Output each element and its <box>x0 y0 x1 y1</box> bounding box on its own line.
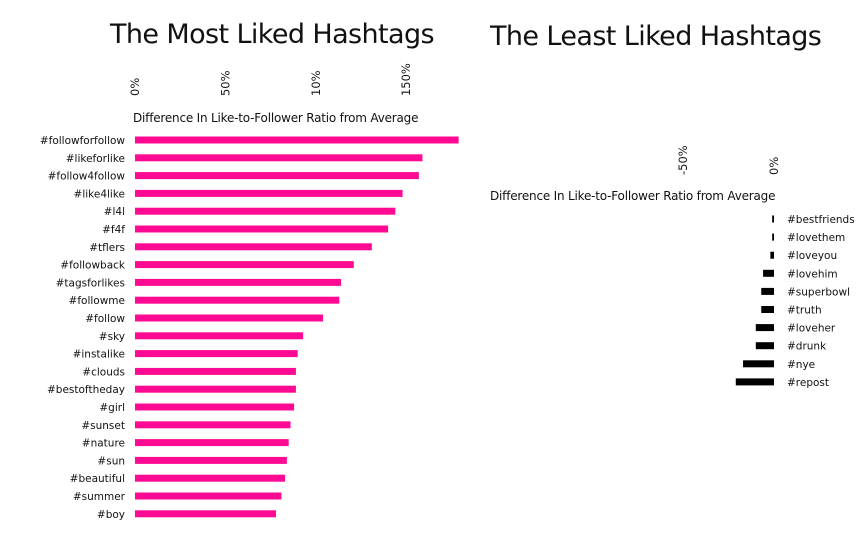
least-liked-bar <box>761 306 774 313</box>
most-liked-category-label: #girl <box>99 402 125 414</box>
least-liked-tick-label: 0% <box>767 157 781 175</box>
most-liked-bar <box>135 421 291 429</box>
most-liked-bar <box>135 367 296 375</box>
most-liked-category-label: #boy <box>97 509 125 521</box>
most-liked-category-label: #tflers <box>89 242 125 254</box>
least-liked-bar <box>755 342 774 350</box>
least-liked-category-labels: #bestfriends #lovethem #loveyou #lovehim #su… <box>787 214 855 389</box>
most-liked-category-label: #summer <box>73 491 126 503</box>
most-liked-bar <box>135 385 296 393</box>
most-liked-bar <box>135 403 295 411</box>
most-liked-category-labels: #followforfollow #likeforlike #follow4foll… <box>40 135 126 521</box>
most-liked-category-label: #l4l <box>104 206 125 218</box>
least-liked-bar <box>743 360 774 368</box>
least-liked-bar <box>735 378 774 386</box>
most-liked-bar <box>135 154 423 162</box>
most-liked-bar <box>135 332 304 340</box>
most-liked-axis-title: Difference In Like-to-Follower Ratio fro… <box>133 111 418 125</box>
most-liked-bars <box>135 136 459 518</box>
most-liked-tick-label: 10% <box>309 70 323 96</box>
least-liked-category-label: #drunk <box>787 341 827 353</box>
least-liked-axis-title: Difference In Like-to-Follower Ratio fro… <box>490 189 775 203</box>
most-liked-tick-label: 150% <box>399 63 413 96</box>
most-liked-category-label: #sky <box>99 331 125 343</box>
most-liked-category-label: #sun <box>97 455 125 467</box>
most-liked-bar <box>135 261 354 269</box>
most-liked-bar <box>135 172 419 180</box>
least-liked-category-label: #bestfriends <box>787 214 855 226</box>
most-liked-bar <box>135 136 459 144</box>
most-liked-category-label: #clouds <box>82 366 125 378</box>
most-liked-category-label: #bestoftheday <box>47 384 125 396</box>
most-liked-category-label: #like4like <box>74 188 125 200</box>
least-liked-category-label: #truth <box>787 305 822 317</box>
least-liked-bar <box>770 251 774 259</box>
least-liked-category-label: #lovethem <box>787 232 845 244</box>
most-liked-bar <box>135 474 286 482</box>
least-liked-category-label: #repost <box>787 377 829 389</box>
least-liked-category-label: #loveyou <box>787 250 837 262</box>
most-liked-bar <box>135 207 396 215</box>
least-liked-tick-label: -50% <box>676 145 690 175</box>
least-liked-bar <box>755 324 774 332</box>
most-liked-bar <box>135 492 282 500</box>
most-liked-category-label: #beautiful <box>70 473 125 485</box>
least-liked-bar <box>763 269 774 277</box>
most-liked-category-label: #followback <box>60 260 126 272</box>
most-liked-bar <box>135 314 324 322</box>
most-liked-bar <box>135 189 403 197</box>
most-liked-bar <box>135 243 372 251</box>
most-liked-category-label: #f4f <box>102 224 125 236</box>
most-liked-category-label: #tagsforlikes <box>56 277 125 289</box>
most-liked-category-label: #followforfollow <box>40 135 126 147</box>
least-liked-bars <box>735 215 774 386</box>
most-liked-bar <box>135 510 277 518</box>
most-liked-bar <box>135 456 287 464</box>
most-liked-tick-label: 50% <box>218 70 232 96</box>
least-liked-category-label: #loveher <box>787 323 836 335</box>
least-liked-bar <box>761 287 774 295</box>
most-liked-category-label: #follow4follow <box>48 171 126 183</box>
least-liked-bar <box>772 215 774 223</box>
least-liked-tick-labels: -50% 0% <box>676 145 781 175</box>
most-liked-tick-labels: 0% 50% 10% 150% <box>128 63 413 96</box>
most-liked-bar <box>135 296 340 304</box>
least-liked-category-label: #nye <box>787 359 815 371</box>
least-liked-bar <box>772 233 774 241</box>
most-liked-category-label: #likeforlike <box>66 153 125 165</box>
most-liked-category-label: #sunset <box>81 420 125 432</box>
most-liked-bar <box>135 225 389 233</box>
least-liked-chart-title: The Least Liked Hashtags <box>489 21 821 52</box>
least-liked-category-label: #lovehim <box>787 268 838 280</box>
least-liked-category-label: #superbowl <box>787 286 850 298</box>
most-liked-bar <box>135 350 298 358</box>
most-liked-category-label: #followme <box>69 295 125 307</box>
most-liked-bar <box>135 439 289 447</box>
most-liked-tick-label: 0% <box>128 78 142 96</box>
most-liked-category-label: #nature <box>82 438 125 450</box>
most-liked-category-label: #instalike <box>73 349 125 361</box>
most-liked-category-label: #follow <box>85 313 125 325</box>
most-liked-chart-title: The Most Liked Hashtags <box>109 19 434 50</box>
most-liked-bar <box>135 278 342 286</box>
